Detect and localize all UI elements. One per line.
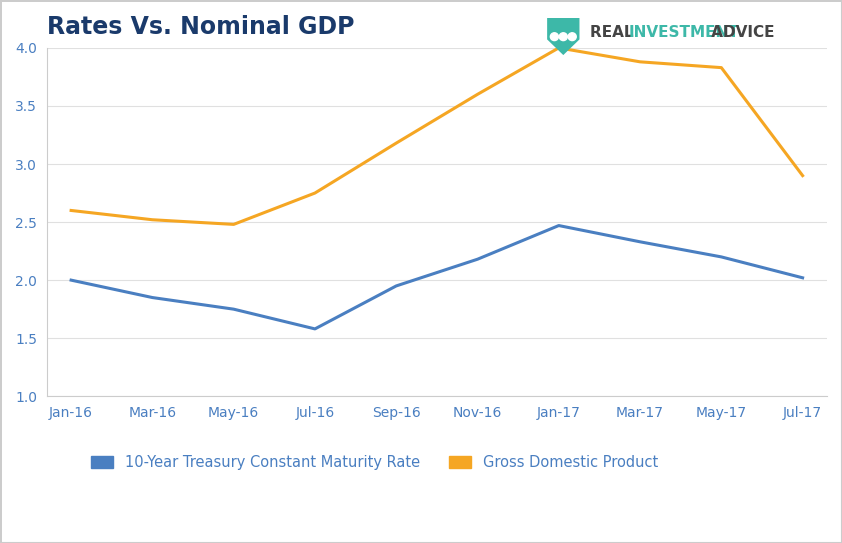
Circle shape	[551, 33, 558, 41]
Legend: 10-Year Treasury Constant Maturity Rate, Gross Domestic Product: 10-Year Treasury Constant Maturity Rate,…	[85, 449, 663, 476]
Polygon shape	[547, 18, 579, 55]
Text: Rates Vs. Nominal GDP: Rates Vs. Nominal GDP	[46, 15, 354, 39]
Circle shape	[568, 33, 576, 41]
Text: ADVICE: ADVICE	[706, 24, 775, 40]
Text: INVESTMENT: INVESTMENT	[629, 24, 740, 40]
Circle shape	[559, 33, 568, 41]
Text: REAL: REAL	[590, 24, 639, 40]
